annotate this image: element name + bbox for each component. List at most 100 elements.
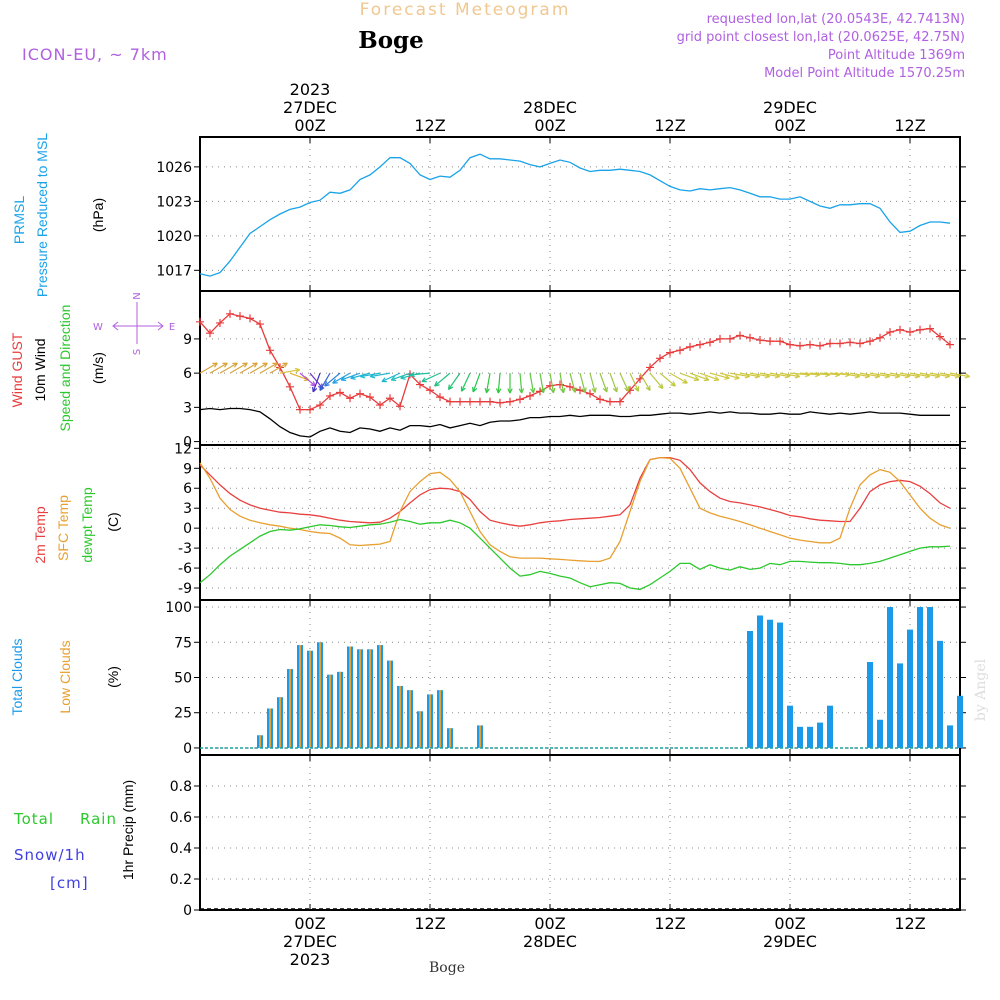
- grid-point-coords: grid point closest lon,lat (20.0625E, 42…: [677, 30, 965, 45]
- wind-arrow-head: [332, 378, 338, 384]
- total-cloud-bar: [797, 726, 803, 748]
- model-label: ICON-EU, ~ 7km: [22, 45, 168, 64]
- gust-marker: [616, 397, 624, 406]
- wind-arrow-head: [540, 387, 546, 394]
- y-tick-label: 9: [183, 461, 192, 477]
- chart-title: Forecast Meteogram: [360, 0, 571, 20]
- gust-marker: [816, 341, 824, 350]
- y-tick-label: 1017: [156, 263, 192, 279]
- gust-marker: [686, 342, 694, 351]
- gust-marker: [756, 336, 764, 345]
- wind-arrow-head: [734, 374, 740, 380]
- gust-marker: [786, 340, 794, 349]
- wind-arrow-head: [724, 374, 730, 380]
- gust-marker: [556, 380, 564, 389]
- compass-rose-icon: [112, 302, 164, 344]
- y-tick-label: 0.2: [170, 872, 192, 888]
- wind-arrow: [569, 372, 576, 393]
- total-cloud-bar: [947, 725, 953, 748]
- wind-arrow: [589, 372, 596, 393]
- total-label: Total: [13, 810, 54, 828]
- wind-arrow: [370, 372, 391, 378]
- gust-marker: [886, 328, 894, 337]
- gust-marker: [206, 329, 214, 338]
- wind-arrow: [949, 372, 970, 378]
- wind-arrow-head: [359, 373, 366, 379]
- wind-arrow-head: [550, 387, 556, 394]
- total-cloud-bar: [827, 705, 833, 748]
- wind-arrow: [809, 372, 830, 376]
- wind-arrow-head: [282, 362, 288, 368]
- gust-marker: [226, 309, 234, 318]
- wind-arrow: [391, 372, 411, 381]
- wind-arrow-head: [447, 384, 454, 391]
- gust-marker: [896, 325, 904, 334]
- y-tick-label: 0: [183, 741, 192, 757]
- low-cloud-bar: [359, 649, 361, 748]
- wind-arrow-head: [434, 381, 440, 387]
- wind-arrow-head: [602, 386, 608, 393]
- wind-arrow: [269, 362, 288, 374]
- gust-marker: [196, 317, 204, 326]
- wind-arrow-head: [634, 386, 640, 392]
- gust-marker: [666, 348, 674, 357]
- total-cloud-bar: [897, 663, 903, 748]
- wind-arrow-head: [312, 386, 318, 393]
- wind-arrow-head: [693, 375, 700, 382]
- wind-arrow: [448, 372, 461, 390]
- gust-marker: [336, 388, 344, 397]
- wind-arrow: [219, 362, 238, 374]
- wind-arrow: [519, 373, 523, 394]
- model-altitude: Model Point Altitude 1570.25m: [764, 66, 965, 81]
- gust-marker: [736, 331, 744, 340]
- gust-marker: [726, 334, 734, 343]
- gust-marker: [286, 382, 294, 391]
- wind-arrow: [539, 373, 545, 393]
- wind-arrow: [789, 372, 810, 376]
- bottom-time-label: 00Z: [534, 914, 565, 933]
- panel-frame: [199, 136, 961, 292]
- gust-marker: [676, 346, 684, 355]
- low-cloud-bar: [399, 685, 401, 748]
- wind-arrow: [209, 362, 228, 374]
- plot-area: 10171020102310260369-9-6-303691202550751…: [156, 80, 971, 969]
- gust-marker: [266, 346, 274, 355]
- y-tick-label: 12: [174, 441, 192, 457]
- low-cloud-bar: [259, 735, 261, 748]
- bottom-time-label: 00Z: [294, 914, 325, 933]
- t2m-line: [199, 456, 951, 527]
- wind-arrow: [341, 372, 361, 381]
- wind-arrow-head: [964, 373, 971, 379]
- wind-arrow: [859, 372, 880, 378]
- wind-arrow: [410, 372, 431, 376]
- y-tick-label: 0.6: [170, 810, 192, 826]
- wind-arrow-head: [232, 362, 238, 368]
- y-tick-label: -6: [178, 561, 192, 577]
- bottom-time-label: 12Z: [654, 914, 685, 933]
- wind-arrow-head: [560, 387, 566, 394]
- wind-arrow: [199, 362, 218, 374]
- wind-arrow: [869, 372, 890, 378]
- gust-marker: [296, 405, 304, 414]
- wind-arrow: [799, 372, 820, 376]
- total-cloud-bar: [927, 607, 933, 748]
- wind-arrow: [259, 362, 278, 374]
- wind-arrow: [899, 372, 920, 378]
- wind-arrow: [332, 372, 351, 384]
- bottom-time-label: 2023: [290, 950, 331, 969]
- total-cloud-bar: [917, 607, 923, 748]
- y-tick-label: 3: [183, 501, 192, 517]
- gust-marker: [496, 398, 504, 407]
- wind-arrow: [659, 372, 676, 387]
- total-cloud-bar: [887, 607, 893, 748]
- hpa-label: (hPa): [90, 198, 106, 232]
- top-time-label: 00Z: [534, 116, 565, 135]
- wind-arrow-head: [350, 374, 356, 380]
- wind-10m-label: 10m Wind: [32, 338, 48, 401]
- y-tick-label: 6: [183, 366, 192, 382]
- wind-arrow-head: [222, 362, 228, 368]
- low-cloud-bar: [409, 690, 411, 748]
- gust-marker: [766, 337, 774, 346]
- compass-n: N: [132, 292, 143, 299]
